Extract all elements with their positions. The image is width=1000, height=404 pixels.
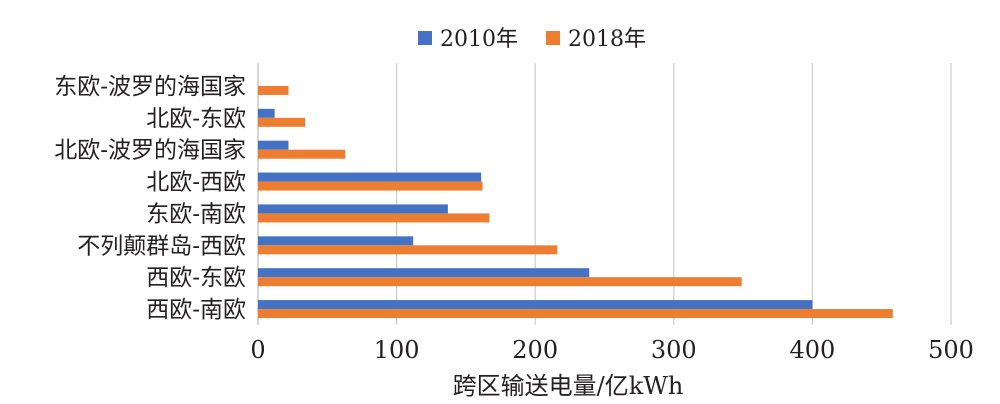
legend-label: 2018年	[568, 27, 646, 52]
legend: 2010年 2018年	[418, 27, 646, 52]
bar-2010	[258, 204, 448, 214]
bar-2018	[258, 309, 893, 319]
bar-2010	[258, 268, 590, 278]
x-tick-labels: 0 100 200 300 400 500	[250, 336, 974, 364]
category-label: 西欧-东欧	[146, 265, 246, 291]
category-label: 西欧-南欧	[146, 297, 246, 323]
x-tick-label: 200	[512, 336, 558, 364]
bar-2018	[258, 85, 289, 95]
category-label: 东欧-南欧	[146, 201, 246, 227]
bar-2018	[258, 149, 346, 159]
x-tick-label: 300	[651, 336, 697, 364]
bar-2018	[258, 245, 558, 255]
bar-2010	[258, 108, 275, 118]
x-axis-title: 跨区输送电量/亿kWh	[453, 372, 684, 400]
category-label: 北欧-波罗的海国家	[54, 138, 246, 164]
bar-2010	[258, 300, 813, 310]
bar-2018	[258, 277, 742, 287]
category-label: 北欧-东欧	[146, 106, 246, 132]
category-label: 不列颠群岛-西欧	[77, 233, 246, 259]
category-labels: 东欧-波罗的海国家北欧-东欧北欧-波罗的海国家北欧-西欧东欧-南欧不列颠群岛-西…	[54, 74, 246, 323]
bar-2010	[258, 140, 289, 150]
bar-2018	[258, 117, 306, 127]
bars	[258, 85, 893, 319]
legend-swatch	[546, 31, 560, 45]
bar-2010	[258, 172, 482, 182]
bar-2018	[258, 181, 483, 191]
x-tick-label: 500	[928, 336, 974, 364]
x-tick-label: 100	[374, 336, 420, 364]
bar-2018	[258, 213, 490, 223]
x-tick-label: 400	[789, 336, 835, 364]
legend-swatch	[418, 31, 432, 45]
legend-label: 2010年	[440, 27, 518, 52]
category-label: 北欧-西欧	[146, 170, 246, 196]
category-label: 东欧-波罗的海国家	[54, 74, 246, 100]
x-tick-label: 0	[250, 336, 265, 364]
bar-2010	[258, 236, 414, 246]
